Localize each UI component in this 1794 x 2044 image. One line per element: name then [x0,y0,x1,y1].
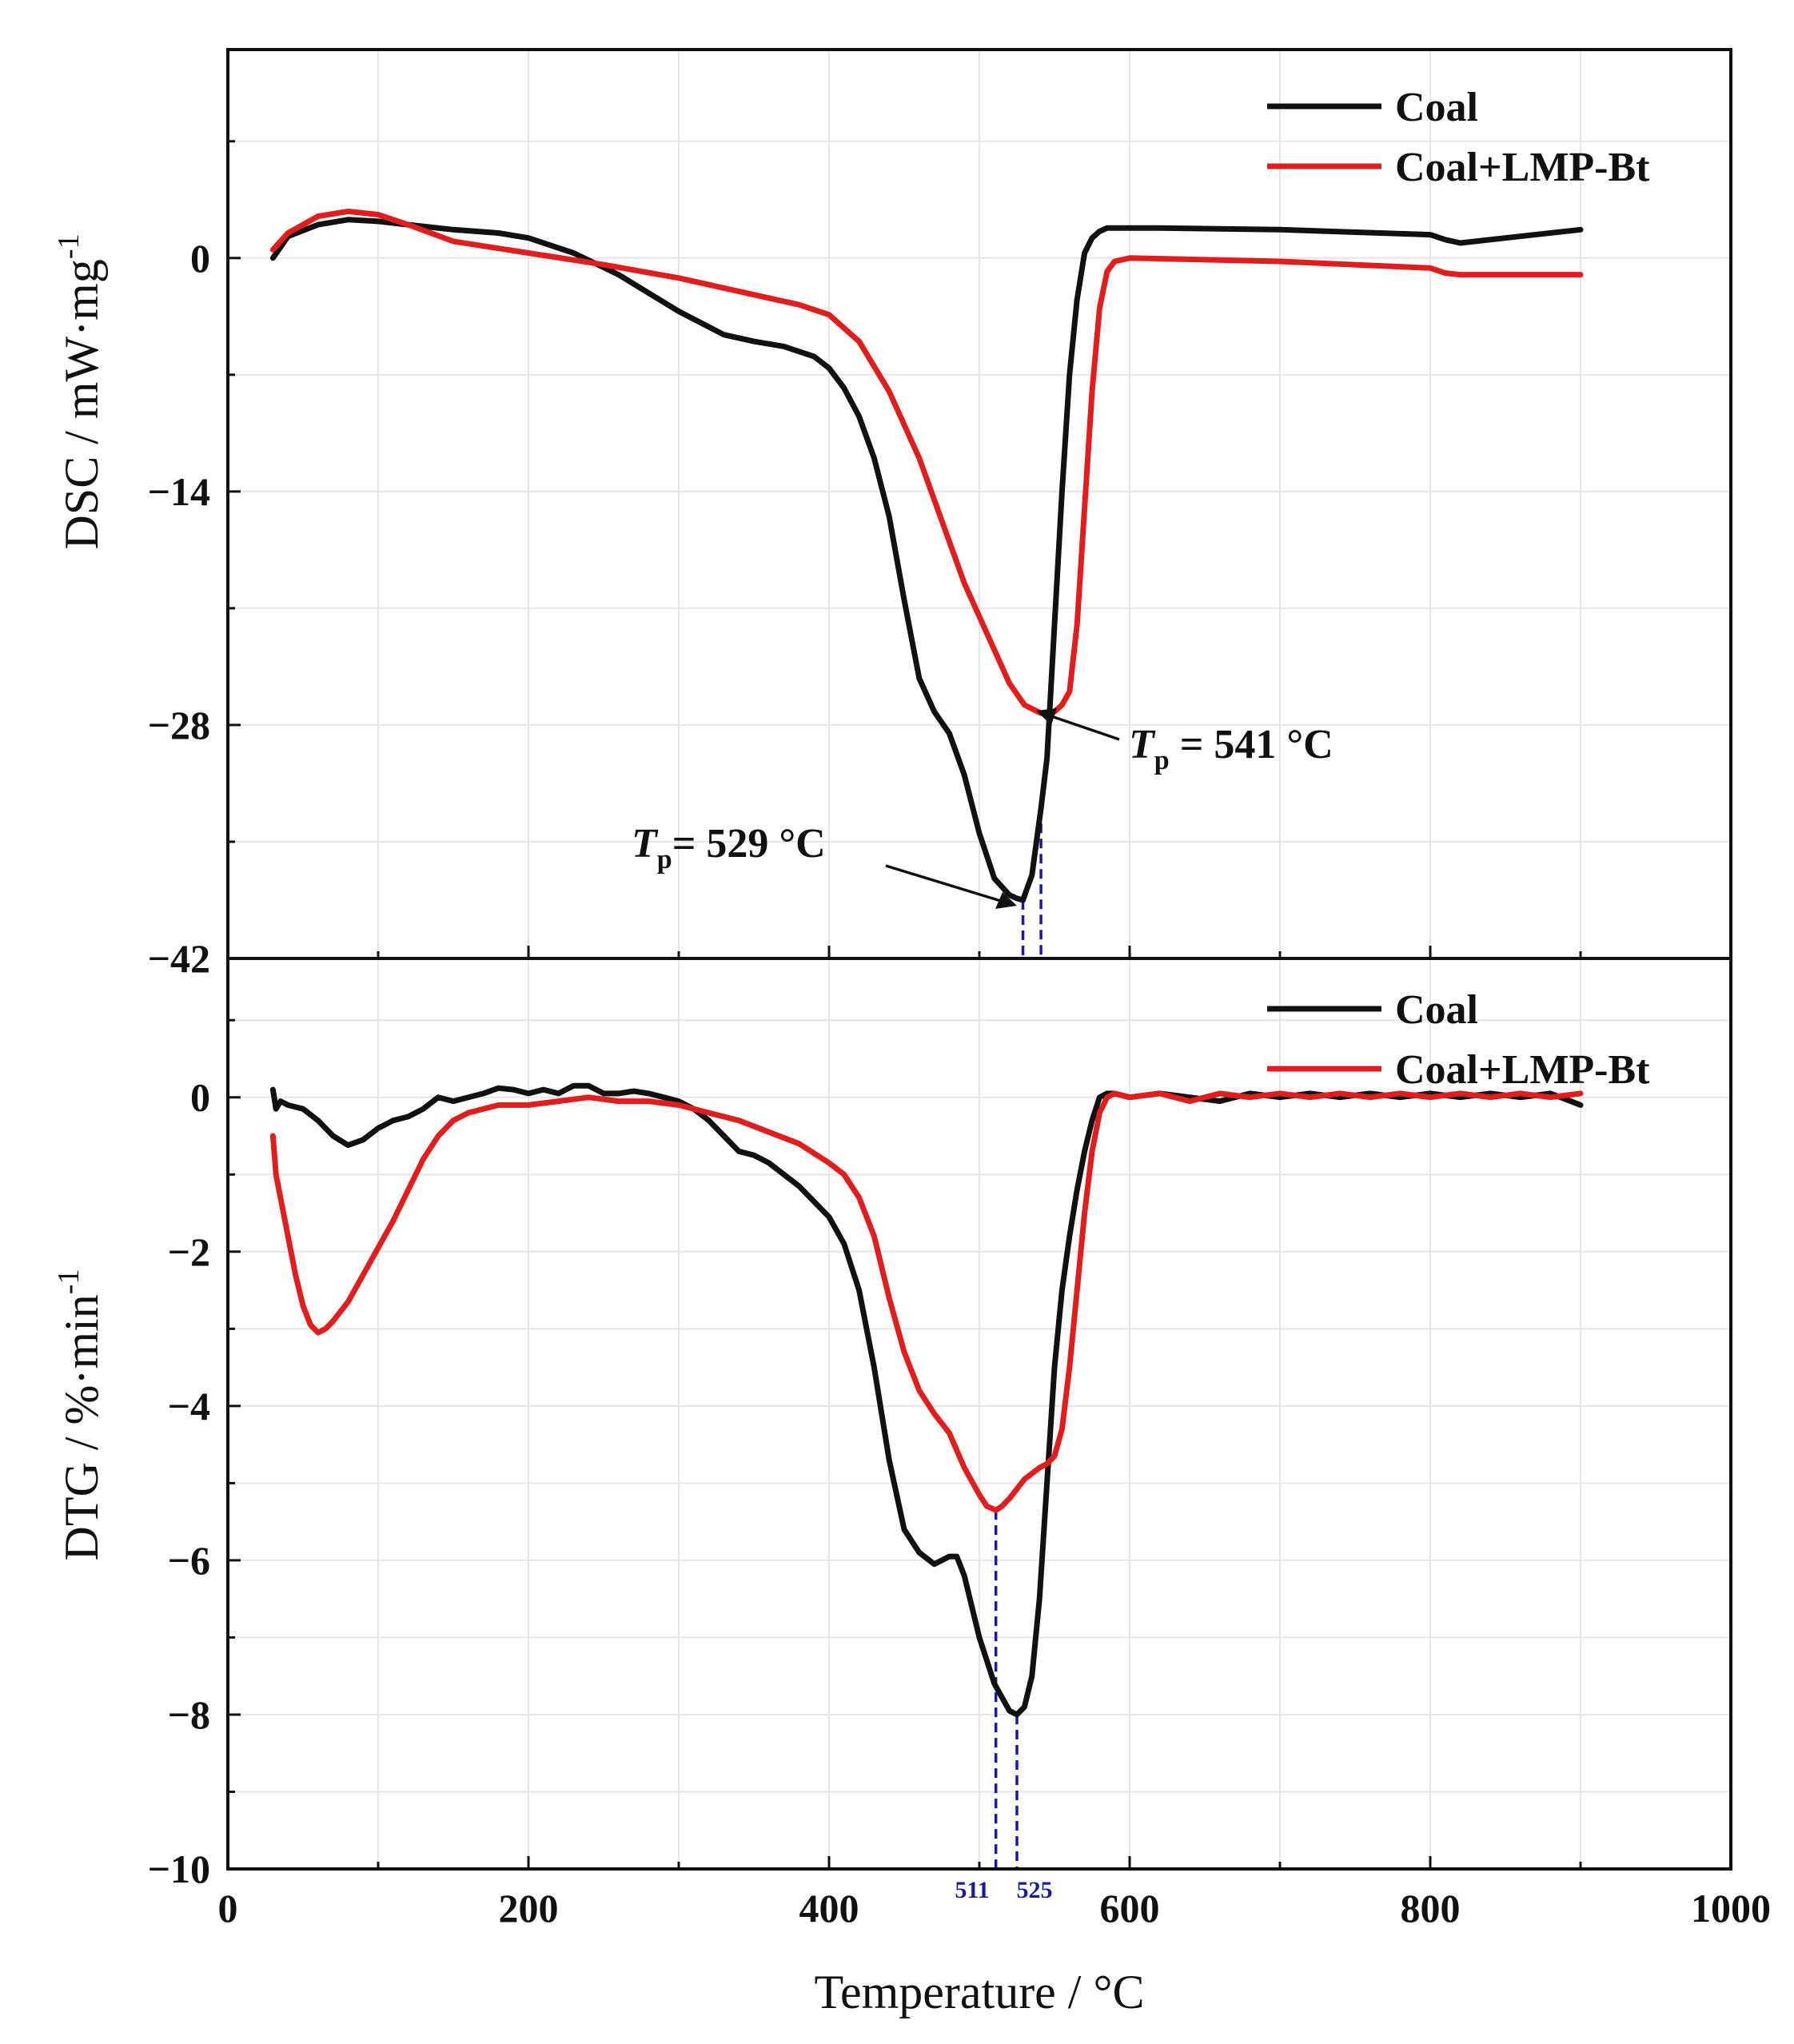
top-legend-blend-label: Coal+LMP-Bt [1395,145,1650,190]
y-tick-label--28: −28 [148,703,211,747]
top-y-axis-title: DSC / mW·mg-1 [52,234,108,550]
bottom-legend-blend-label: Coal+LMP-Bt [1395,1047,1650,1093]
annotation-529-value: = 529 °C [672,821,826,867]
top-panel: 0 −14 −28 −42 DSC / mW·mg-1 Coal Coal+LMP-B… [52,48,1732,981]
bottom-gridlines [228,958,1731,1869]
annotation-529-arrowhead [995,892,1017,909]
bottom-panel: 0 −2 −4 −6 −8 −10 0 200 400 600 800 1000 DTG / %·m… [52,957,1771,2018]
peak-marker-511-label: 511 [955,1877,989,1903]
y-tick-label--4: −4 [168,1384,211,1428]
annotation-529-T: T [632,821,659,867]
bottom-series [269,1082,1584,1718]
x-axis-title: Temperature / °C [815,1966,1145,2018]
annotation-541-arrow [1050,715,1120,741]
annotation-529-label: Tp= 529 °C [632,821,826,875]
top-legend-coal-label: Coal [1395,85,1478,130]
top-ylabel-text: DSC / mW·mg [55,259,108,549]
bottom-y-axis: 0 −2 −4 −6 −8 −10 [148,1018,241,1891]
x-tick-label-0: 0 [218,1886,238,1930]
bottom-legend-coal-label: Coal [1395,987,1478,1033]
top-annotations: Tp= 529 °C Tp = 541 °C [632,708,1334,909]
bottom-ylabel-sup: -1 [52,1269,86,1295]
x-tick-label-800: 800 [1401,1886,1461,1930]
y-tick-label--6: −6 [168,1538,211,1583]
y-tick-label--42: −42 [148,936,211,981]
bottom-ylabel-text: DTG / %·min [55,1294,108,1560]
series-line-coal-lmp-bt [269,208,1584,716]
x-tick-label-200: 200 [499,1886,559,1930]
top-y-axis: 0 −14 −28 −42 [148,140,241,981]
top-gridlines [228,50,1731,958]
y-tick-label-0: 0 [190,1075,210,1120]
x-tick-label-400: 400 [799,1886,859,1930]
annotation-529-sub: p [657,845,672,875]
annotation-529-arrow [885,864,1004,903]
bottom-peak-marker-lines [994,1510,1019,1869]
bottom-y-axis-title: DTG / %·min-1 [52,1269,108,1561]
bottom-plot-frame [226,957,1732,1871]
y-tick-label--14: −14 [148,469,211,514]
annotation-541-T: T [1129,722,1156,767]
series-line-coal-lmp-bt [269,1090,1584,1513]
top-legend: Coal Coal+LMP-Bt [1267,85,1650,190]
annotation-541-label: Tp = 541 °C [1129,722,1334,775]
bottom-x-axis: 0 200 400 600 800 1000 [218,1856,1771,1930]
x-tick-label-600: 600 [1100,1886,1160,1930]
top-peak-marker-lines [1021,808,1043,958]
top-ylabel-sup: -1 [52,234,86,260]
annotation-541-arrowhead [1036,708,1057,725]
annotation-541-sub: p [1154,746,1170,775]
peak-marker-525-label: 525 [1017,1877,1053,1903]
y-tick-label--10: −10 [148,1847,211,1891]
y-tick-label-0: 0 [190,236,210,281]
x-tick-label-1000: 1000 [1691,1886,1771,1930]
series-line-coal [269,217,1584,903]
top-series [269,208,1584,903]
y-tick-label--8: −8 [168,1692,211,1737]
annotation-541-value: = 541 °C [1170,722,1334,767]
bottom-legend: Coal Coal+LMP-Bt [1267,987,1650,1093]
y-tick-label--2: −2 [168,1229,211,1274]
